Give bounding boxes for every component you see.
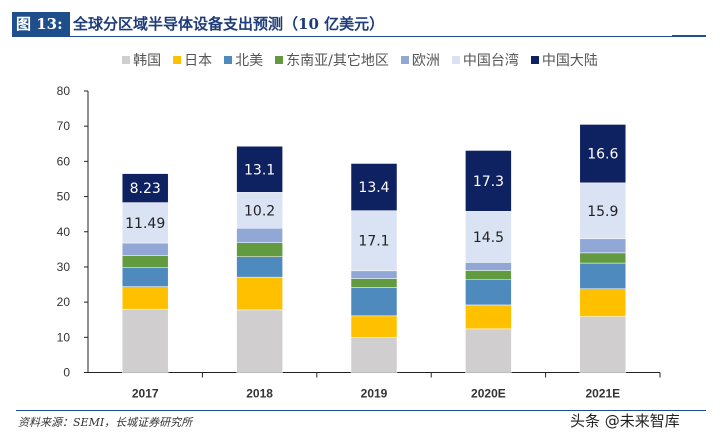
legend-label: 北美 [235,53,264,69]
bar-segment [121,308,169,373]
legend-swatch [122,56,131,64]
bar-segment [579,124,627,184]
bar-segment [350,210,398,272]
y-tick-label: 40 [57,225,71,239]
footer-divider [16,410,706,411]
data-label: 17.1 [358,234,389,250]
legend-label: 中国台湾 [462,53,519,69]
bar-segment [350,337,398,373]
bar-segment [236,145,283,193]
bar-segment [465,262,512,271]
y-tick-label: 80 [57,84,71,98]
data-label: 15.9 [587,204,618,220]
bar-segment [236,276,283,311]
bar-segment [465,304,512,330]
bar-segment [579,316,627,373]
bar-segment [121,286,169,310]
x-tick-label: 2018 [246,387,273,401]
bar-segment [350,270,398,279]
x-tick-label: 2021E [585,387,620,401]
legend-label: 韩国 [133,53,162,69]
bar-segment [465,270,512,280]
legend-label: 东南亚/其它地区 [286,53,389,69]
bar-segment [579,252,627,264]
bar-segment [236,227,283,243]
x-tick-label: 2020E [471,387,506,401]
chart-title: 全球分区域半导体设备支出预测（10 亿美元） [73,15,385,33]
legend: 韩国 日本 北美 东南亚/其它地区 欧洲 中国台湾 中国大陆 [0,50,720,70]
legend-item: 中国大陆 [530,50,598,70]
data-label: 11.49 [125,216,165,232]
bar-segment [579,182,627,240]
data-label: 17.3 [473,174,504,190]
legend-swatch [530,56,539,64]
data-label: 13.1 [244,162,275,178]
bar-segment [350,163,398,211]
legend-item: 韩国 [122,50,161,70]
data-label: 10.2 [244,203,275,219]
bar-segment [121,242,169,256]
bar-segment [579,288,627,317]
legend-swatch [275,56,284,64]
bar-segment [121,255,169,268]
data-label: 14.5 [473,230,504,246]
data-label: 16.6 [587,147,618,163]
legend-label: 中国大陆 [541,53,598,69]
source-note: 资料来源：SEMI，长城证券研究所 [18,416,193,429]
y-tick-label: 20 [57,295,71,309]
bar-segment [465,328,512,373]
legend-item: 东南亚/其它地区 [275,50,389,70]
legend-label: 欧洲 [411,53,440,69]
legend-swatch [451,56,460,64]
legend-label: 日本 [184,53,213,69]
legend-swatch [173,56,182,64]
watermark: 头条 @未来智库 [570,412,680,430]
x-tick-label: 2017 [132,387,159,401]
bar-segment [236,192,283,229]
bar-segment [465,279,512,306]
legend-item: 日本 [173,50,212,70]
bar-segment [465,150,512,212]
bar-segment [350,315,398,338]
figure-label: 图 13: [12,12,70,37]
legend-item: 欧洲 [400,50,440,70]
bar-segment [121,267,169,287]
bar-segment [350,287,398,317]
header-divider [16,36,706,37]
data-label: 8.23 [130,181,161,197]
y-tick-label: 0 [63,366,70,380]
bar-segment [236,256,283,278]
bar-segment [236,242,283,257]
bar-segment [579,262,627,290]
y-tick-label: 60 [57,154,71,168]
legend-swatch [224,56,233,64]
bar-segment [236,309,283,373]
x-tick-label: 2019 [361,387,388,401]
legend-swatch [400,56,409,64]
data-label: 13.4 [358,180,389,196]
y-tick-label: 30 [57,260,71,274]
legend-item: 中国台湾 [451,50,519,70]
bar-segment [465,211,512,263]
bar-segment [350,278,398,288]
bar-segment [121,173,169,203]
y-tick-label: 50 [57,190,71,204]
legend-item: 北美 [224,50,263,70]
header-divider-accent [672,35,706,37]
y-tick-label: 70 [57,119,71,133]
bar-segment [579,238,627,254]
y-tick-label: 10 [57,330,71,344]
